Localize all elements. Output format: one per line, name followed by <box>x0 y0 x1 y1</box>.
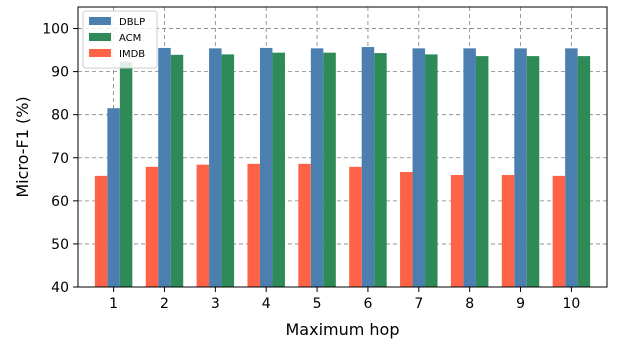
x-tick-label: 5 <box>313 296 322 312</box>
y-tick-label: 40 <box>51 280 69 296</box>
bar-acm-hop-6 <box>374 53 387 287</box>
x-tick-label: 6 <box>363 296 372 312</box>
bar-dblp-hop-9 <box>514 48 527 287</box>
bar-acm-hop-1 <box>119 61 133 288</box>
y-tick-label: 90 <box>51 65 69 81</box>
x-tick-label: 1 <box>109 296 118 312</box>
plot-frame <box>77 6 608 288</box>
x-tick-label: 9 <box>516 296 525 312</box>
legend-swatch-acm <box>89 33 111 41</box>
bar-acm-hop-4 <box>272 52 285 288</box>
bar-dblp-hop-2 <box>158 47 171 287</box>
bar-imdb-hop-7 <box>400 171 413 287</box>
bar-acm-hop-7 <box>425 54 438 288</box>
y-tick-label: 70 <box>51 151 69 167</box>
legend-swatch-imdb <box>89 49 111 57</box>
bar-dblp-hop-6 <box>361 47 375 287</box>
bar-imdb-hop-2 <box>145 166 159 287</box>
bar-acm-hop-10 <box>577 56 591 287</box>
x-axis-label: Maximum hop <box>285 320 399 339</box>
legend-swatch-dblp <box>89 17 111 25</box>
bar-acm-hop-2 <box>170 54 184 287</box>
x-tick-label: 7 <box>414 296 423 312</box>
legend-label-dblp: DBLP <box>119 17 145 28</box>
bar-dblp-hop-7 <box>412 48 426 287</box>
bar-imdb-hop-6 <box>349 166 362 287</box>
y-tick-label: 60 <box>51 194 69 210</box>
bar-imdb-hop-10 <box>552 175 566 287</box>
x-axis-ticks: 1 2 3 4 5 6 7 8 9 10 <box>109 287 580 312</box>
x-tick-label: 10 <box>562 296 580 312</box>
x-tick-label: 3 <box>211 296 220 312</box>
x-tick-label: 8 <box>465 296 474 312</box>
bar-dblp-hop-3 <box>209 48 222 287</box>
bar-dblp-hop-4 <box>259 47 273 287</box>
bar-acm-hop-3 <box>221 54 235 288</box>
x-tick-label: 4 <box>262 296 271 312</box>
bar-dblp-hop-1 <box>107 108 120 287</box>
y-axis-label: Micro-F1 (%) <box>13 96 32 197</box>
bar-dblp-hop-5 <box>310 48 324 287</box>
bar-dblp-hop-8 <box>463 48 476 287</box>
bar-imdb-hop-4 <box>247 163 260 287</box>
bar-imdb-hop-5 <box>298 163 311 287</box>
bar-imdb-hop-1 <box>94 175 108 287</box>
y-axis-ticks: 40 50 60 70 80 90 100 <box>42 22 78 296</box>
bar-imdb-hop-8 <box>450 175 464 287</box>
bar-imdb-hop-9 <box>501 175 515 287</box>
y-tick-label: 50 <box>51 237 69 253</box>
bars <box>94 47 591 288</box>
y-tick-label: 80 <box>51 108 69 124</box>
bar-acm-hop-5 <box>323 52 336 288</box>
legend-label-imdb: IMDB <box>119 49 145 60</box>
y-tick-label: 100 <box>42 22 69 38</box>
bar-acm-hop-8 <box>475 56 489 287</box>
legend: DBLP ACM IMDB <box>82 10 158 69</box>
x-tick-label: 2 <box>160 296 169 312</box>
legend-label-acm: ACM <box>119 33 141 44</box>
bar-acm-hop-9 <box>526 56 540 287</box>
bar-imdb-hop-3 <box>196 164 210 287</box>
bar-dblp-hop-10 <box>565 48 578 287</box>
